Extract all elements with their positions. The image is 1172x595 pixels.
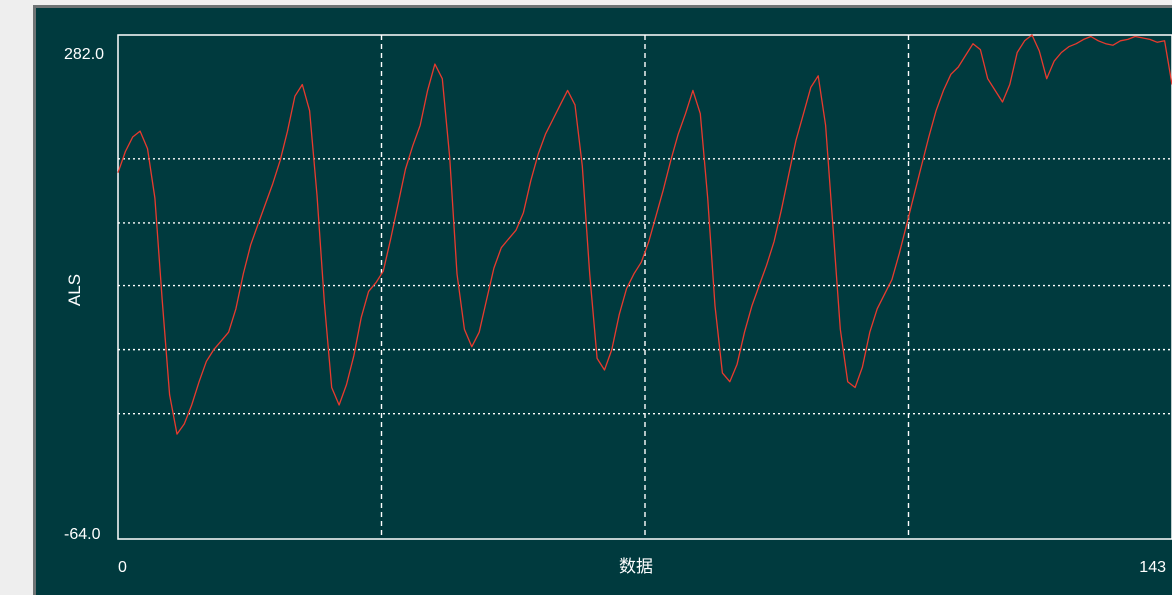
- line-chart: 282.0 -64.0 ALS 0 143 数据: [64, 34, 1172, 576]
- scope-panel: 282.0 -64.0 ALS 0 143 数据: [33, 5, 1172, 595]
- grid-lines: [118, 35, 1172, 539]
- y-tick-label-max: 282.0: [64, 46, 104, 63]
- y-tick-label-min: -64.0: [64, 526, 101, 543]
- x-axis-title: 数据: [619, 557, 653, 576]
- y-axis-title: ALS: [65, 274, 84, 306]
- series-line-als: [117, 34, 1172, 435]
- x-tick-label-min: 0: [118, 559, 127, 576]
- window-left-margin: [0, 0, 33, 595]
- x-tick-label-max: 143: [1139, 559, 1166, 576]
